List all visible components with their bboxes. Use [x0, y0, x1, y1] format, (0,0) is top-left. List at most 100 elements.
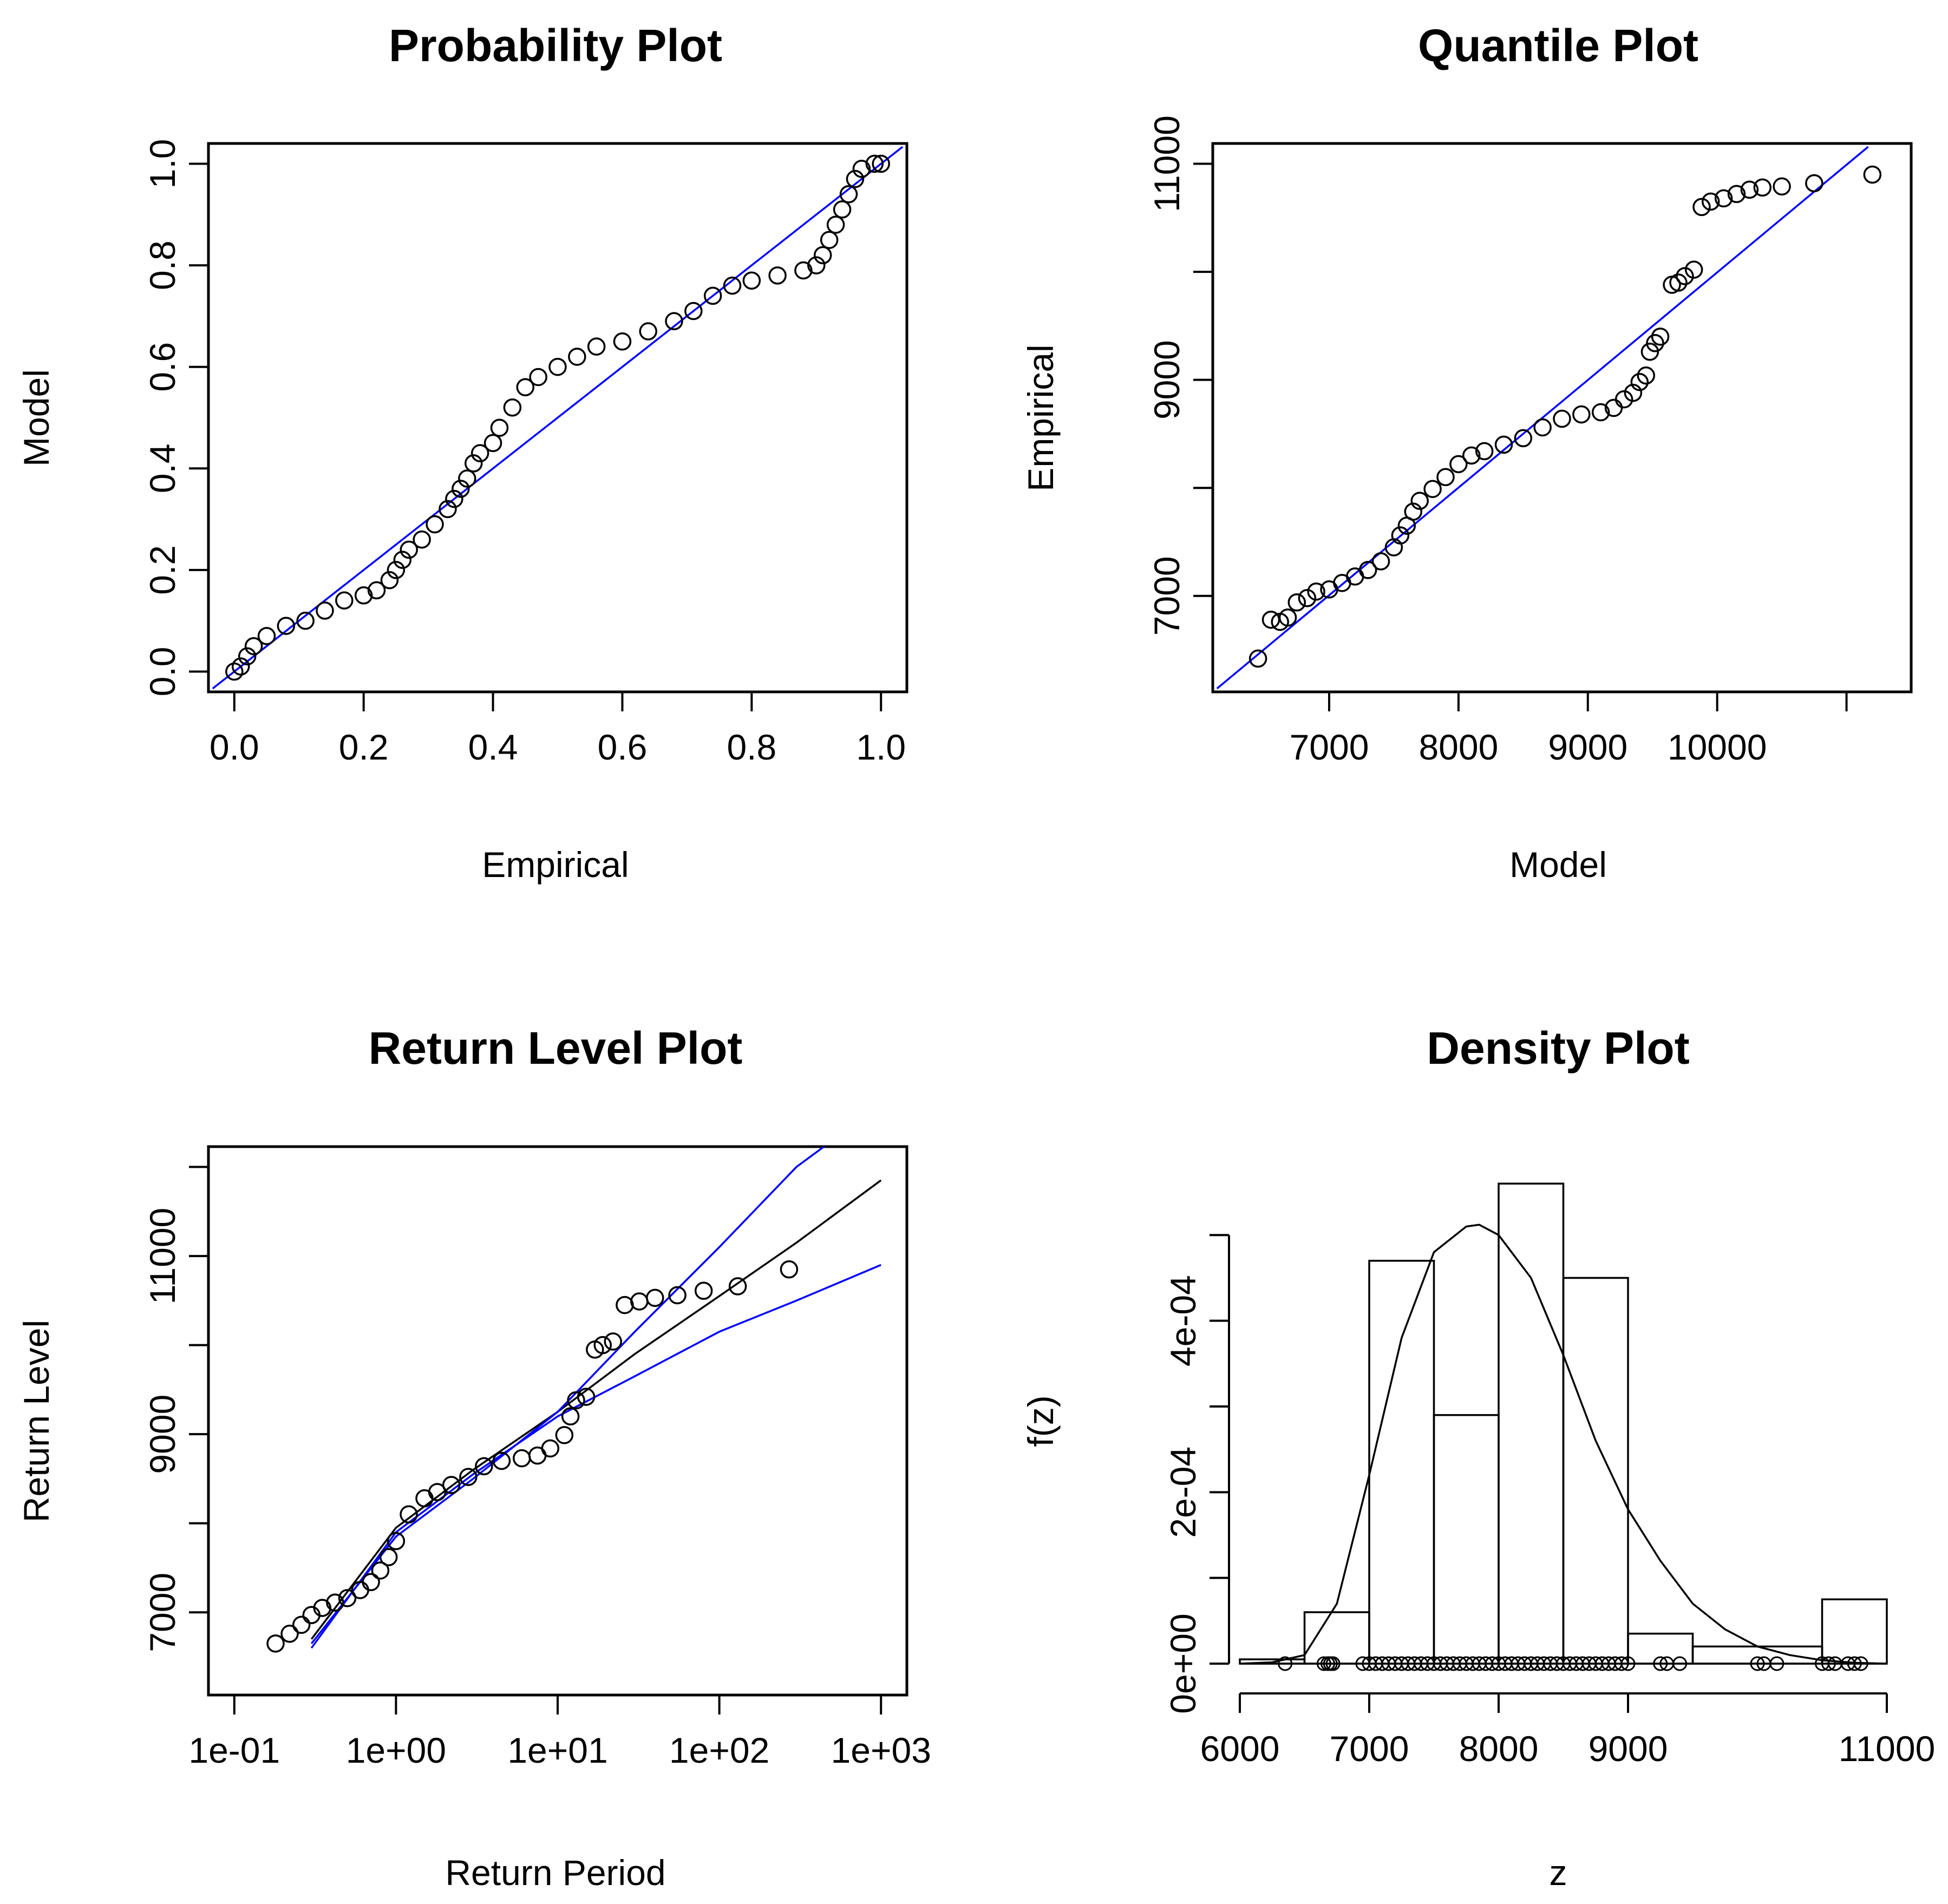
- y-tick-label: 1.0: [142, 139, 182, 189]
- data-point: [231, 657, 250, 676]
- data-point: [400, 540, 419, 559]
- data-point: [413, 530, 431, 549]
- data-point: [794, 261, 813, 280]
- data-point: [742, 271, 761, 290]
- data-point: [400, 1505, 418, 1524]
- data-point: [587, 337, 606, 356]
- x-tick-label: 11000: [1839, 1729, 1936, 1769]
- x-tick-label: 10000: [1668, 727, 1767, 767]
- y-tick-label: 11000: [1147, 115, 1187, 212]
- x-tick-label: 7000: [1290, 727, 1369, 767]
- confidence-bound-line: [310, 1147, 826, 1644]
- reference-line: [212, 146, 904, 690]
- data-point: [492, 1451, 511, 1470]
- data-point: [768, 266, 787, 285]
- data-point: [1863, 165, 1882, 184]
- data-point: [296, 611, 315, 630]
- y-tick-label: 0.4: [142, 443, 182, 493]
- data-point: [593, 1336, 612, 1355]
- x-tick-label: 9000: [1589, 1729, 1668, 1769]
- data-point: [225, 662, 244, 681]
- x-tick-label: 1e+02: [669, 1730, 769, 1770]
- data-point: [277, 617, 296, 635]
- y-tick-label: 4e-04: [1163, 1275, 1203, 1366]
- data-point: [335, 591, 354, 610]
- return-level-plot-frame: [207, 1145, 908, 1697]
- data-point: [470, 444, 489, 462]
- data-point: [452, 480, 470, 498]
- y-tick-label: 2e-04: [1163, 1447, 1203, 1538]
- quantile-plot-ylabel: Empirical: [1021, 344, 1061, 491]
- data-point: [1287, 593, 1306, 612]
- data-point: [684, 302, 703, 320]
- x-tick-label: 6000: [1200, 1729, 1280, 1769]
- data-point: [393, 551, 412, 569]
- data-point: [1533, 418, 1552, 437]
- quantile-plot-frame: [1211, 142, 1913, 693]
- data-point: [639, 322, 657, 341]
- data-point: [442, 1476, 461, 1494]
- data-point: [780, 1260, 799, 1279]
- rug-point: [1620, 1656, 1636, 1671]
- data-point: [833, 200, 852, 219]
- return-level-plot-marks: 1e-01 1e+00 1e+01 1e+02 1e+03 7000 9000 11000: [142, 1147, 931, 1770]
- rug-point: [1278, 1656, 1293, 1671]
- data-point: [561, 1407, 580, 1426]
- data-point: [1740, 180, 1759, 199]
- data-point: [723, 276, 742, 295]
- data-point: [694, 1281, 713, 1300]
- return-level-plot-title: Return Level Plot: [369, 1023, 743, 1074]
- data-point: [826, 215, 845, 234]
- density-plot-marks: 6000 7000 8000 9000 11000 0e+00 2e-04 4e-04: [1163, 1182, 1936, 1769]
- data-point: [439, 500, 457, 519]
- data-point: [1462, 446, 1481, 465]
- data-point: [426, 515, 444, 534]
- data-point: [1410, 492, 1429, 510]
- data-point: [1714, 189, 1733, 208]
- data-point: [548, 357, 567, 376]
- data-point: [1805, 174, 1823, 193]
- data-point: [458, 469, 476, 488]
- data-point: [362, 1573, 380, 1592]
- data-point: [865, 154, 884, 173]
- data-point: [445, 489, 463, 508]
- y-tick-label: 0.0: [142, 647, 182, 697]
- x-tick-label: 9000: [1548, 727, 1627, 767]
- reference-line: [1216, 146, 1869, 690]
- data-point: [630, 1292, 649, 1311]
- data-point: [326, 1593, 344, 1612]
- data-point: [387, 1532, 406, 1550]
- density-curve: [1239, 1223, 1887, 1665]
- return-level-fit-line: [310, 1179, 882, 1640]
- data-point: [646, 1288, 664, 1307]
- data-point: [338, 1589, 357, 1607]
- data-point: [316, 601, 334, 620]
- x-tick-label: 1.0: [856, 727, 906, 767]
- x-tick-label: 0.8: [727, 727, 776, 767]
- data-point: [1307, 583, 1325, 601]
- y-tick-label: 11000: [142, 1208, 182, 1305]
- data-point: [244, 637, 263, 656]
- y-tick-label: 0.8: [142, 240, 182, 290]
- probability-plot-panel: Probability Plot Empirical Model 0.0 0.2 0…: [16, 20, 908, 885]
- data-point: [613, 332, 632, 351]
- data-point: [503, 398, 522, 417]
- data-point: [1646, 334, 1664, 352]
- rug-point: [1769, 1656, 1784, 1671]
- data-point: [604, 1332, 623, 1351]
- data-point: [379, 1548, 398, 1567]
- data-point: [1684, 260, 1703, 279]
- data-point: [1630, 372, 1649, 391]
- data-point: [541, 1439, 560, 1458]
- quantile-plot-panel: Quantile Plot Model Empirical 7000 8000 90…: [1021, 20, 1913, 885]
- y-tick-label: 9000: [142, 1395, 182, 1474]
- data-point: [1449, 455, 1468, 474]
- rug-point: [1821, 1656, 1836, 1671]
- x-tick-label: 8000: [1459, 1729, 1539, 1769]
- return-level-plot-xlabel: Return Period: [445, 1853, 665, 1893]
- rug-point: [1325, 1656, 1341, 1671]
- probability-plot-xlabel: Empirical: [482, 845, 629, 885]
- x-tick-label: 1e-01: [188, 1730, 280, 1770]
- data-point: [513, 1449, 531, 1468]
